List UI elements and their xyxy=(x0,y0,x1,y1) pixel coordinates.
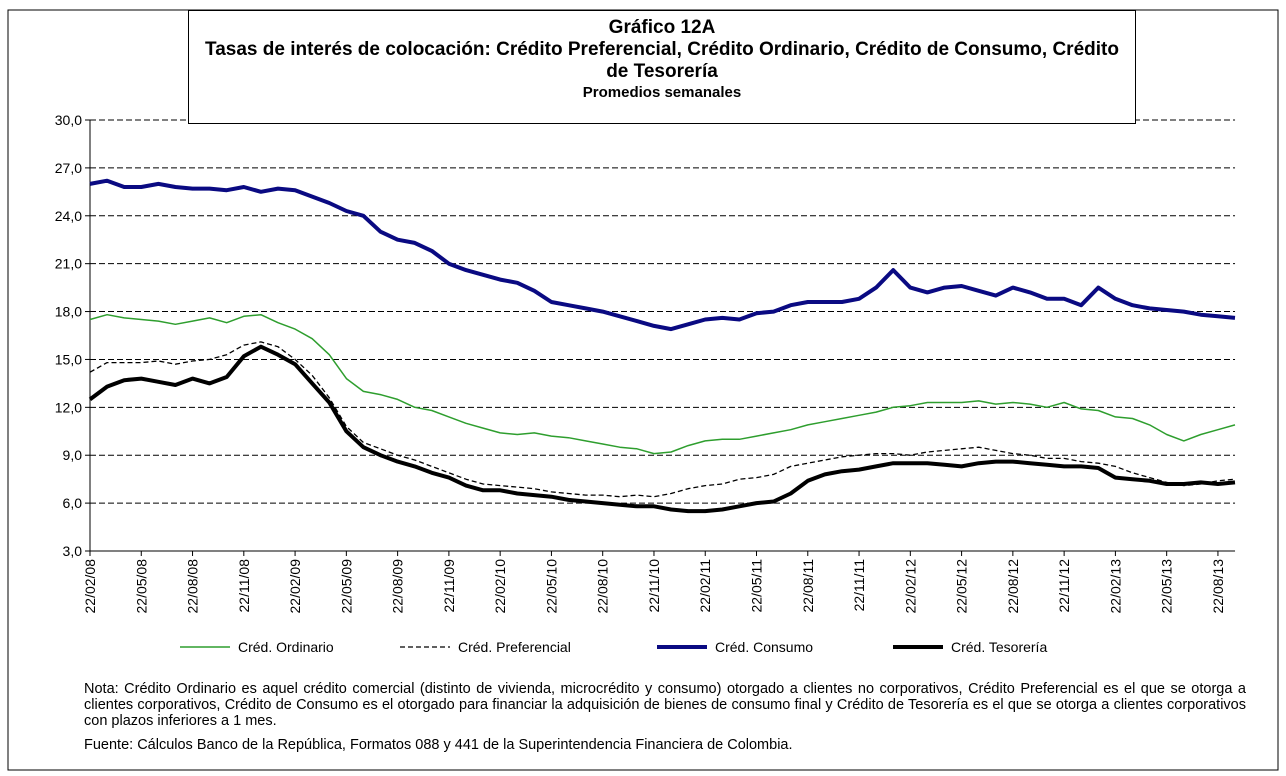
x-tick-label: 22/11/10 xyxy=(646,559,662,613)
y-tick-label: 15,0 xyxy=(55,351,82,367)
y-tick-label: 24,0 xyxy=(55,208,82,224)
x-tick-label: 22/02/08 xyxy=(82,559,98,614)
legend-label: Créd. Consumo xyxy=(715,639,813,655)
x-tick-label: 22/02/13 xyxy=(1107,559,1123,614)
y-tick-label: 6,0 xyxy=(63,495,83,511)
y-tick-label: 30,0 xyxy=(55,112,82,128)
x-tick-label: 22/05/11 xyxy=(749,559,765,613)
y-tick-label: 18,0 xyxy=(55,304,82,320)
x-tick-label: 22/08/13 xyxy=(1210,559,1226,614)
x-tick-label: 22/08/12 xyxy=(1005,559,1021,614)
x-tick-label: 22/02/09 xyxy=(287,559,303,614)
legend-label: Créd. Ordinario xyxy=(238,639,334,655)
legend-label: Créd. Tesorería xyxy=(951,639,1047,655)
chart-subtitle: Promedios semanales xyxy=(582,84,742,101)
y-tick-label: 3,0 xyxy=(63,543,83,559)
x-tick-label: 22/05/09 xyxy=(338,559,354,614)
y-tick-label: 12,0 xyxy=(55,399,82,415)
legend-label: Créd. Preferencial xyxy=(458,639,571,655)
y-tick-label: 27,0 xyxy=(55,160,82,176)
x-tick-label: 22/05/10 xyxy=(543,559,559,614)
x-tick-label: 22/05/12 xyxy=(954,559,970,614)
x-tick-label: 22/08/11 xyxy=(800,559,816,613)
x-tick-label: 22/11/09 xyxy=(441,559,457,613)
x-tick-label: 22/08/10 xyxy=(595,559,611,614)
y-tick-label: 9,0 xyxy=(63,447,83,463)
x-tick-label: 22/11/11 xyxy=(851,559,867,612)
y-tick-label: 21,0 xyxy=(55,256,82,272)
x-tick-label: 22/05/08 xyxy=(133,559,149,614)
source: Fuente: Cálculos Banco de la República, … xyxy=(84,737,793,753)
series-line xyxy=(89,178,1236,332)
x-tick-label: 22/08/09 xyxy=(390,559,406,614)
chart-subtitle: Tasas de interés de colocación: Crédito … xyxy=(205,39,1119,82)
frame xyxy=(7,9,1279,771)
series-line xyxy=(89,341,1236,498)
x-tick-label: 22/05/13 xyxy=(1159,559,1175,614)
series-line xyxy=(88,344,1236,514)
chart-title: Gráfico 12A xyxy=(608,17,716,38)
x-tick-label: 22/02/12 xyxy=(902,559,918,614)
note: Nota: Crédito Ordinario es aquel crédito… xyxy=(84,681,1246,729)
x-tick-label: 22/08/08 xyxy=(185,559,201,614)
x-tick-label: 22/11/12 xyxy=(1056,559,1072,613)
title-box: Gráfico 12A Tasas de interés de colocaci… xyxy=(188,10,1136,124)
series-line xyxy=(89,313,1236,455)
x-tick-label: 22/02/10 xyxy=(492,559,508,614)
x-tick-label: 22/02/11 xyxy=(697,559,713,613)
x-tick-label: 22/11/08 xyxy=(236,559,252,613)
